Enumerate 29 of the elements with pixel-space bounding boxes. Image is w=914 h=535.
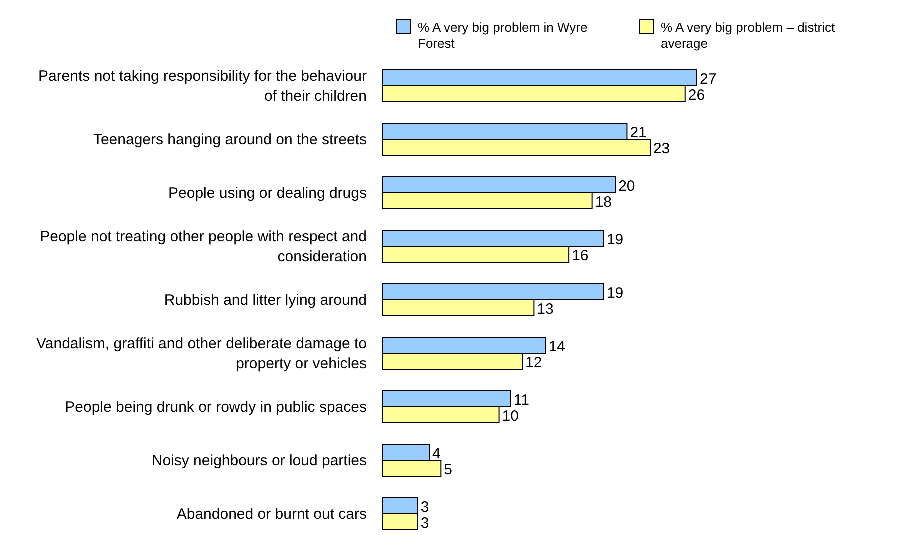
y-tick-label: Teenagers hanging around on the streets bbox=[93, 132, 367, 148]
data-label: 23 bbox=[653, 140, 670, 158]
data-label: 21 bbox=[630, 124, 647, 142]
data-label: 3 bbox=[420, 499, 430, 516]
y-tick-label: People not treating other people with respect and consideration bbox=[40, 228, 367, 266]
data-label: 18 bbox=[595, 194, 612, 211]
data-label: 14 bbox=[548, 338, 566, 356]
y-tick-label: People being drunk or rowdy in public spaces bbox=[65, 399, 367, 416]
data-label: 20 bbox=[618, 178, 636, 195]
y-tick-label: People using or dealing drugs bbox=[168, 185, 367, 202]
legend-label: % A very big problem in Wyre Forest bbox=[418, 20, 588, 51]
legend-label: % A very big problem – district average bbox=[661, 20, 836, 51]
y-tick-label: Parents not taking responsibility for the behaviour of their children bbox=[38, 68, 367, 105]
data-label: 5 bbox=[444, 462, 452, 478]
y-tick-label: Noisy neighbours or loud parties bbox=[152, 452, 367, 470]
data-label: 16 bbox=[572, 248, 589, 264]
data-label: 12 bbox=[526, 354, 542, 372]
data-label: 3 bbox=[420, 515, 430, 532]
data-label: 27 bbox=[700, 71, 717, 88]
data-label: 4 bbox=[432, 446, 441, 462]
data-label: 10 bbox=[502, 408, 519, 425]
y-tick-label: Rubbish and litter lying around bbox=[164, 292, 367, 309]
y-tick-label: Abandoned or burnt out cars bbox=[176, 506, 367, 523]
data-label: 26 bbox=[688, 87, 706, 104]
y-tick-label: Vandalism, graffiti and other deliberate damage to property or vehicles bbox=[36, 336, 367, 372]
data-label: 19 bbox=[606, 232, 624, 248]
data-label: 13 bbox=[537, 301, 554, 318]
data-label: 11 bbox=[514, 392, 530, 409]
data-label: 19 bbox=[606, 285, 624, 302]
